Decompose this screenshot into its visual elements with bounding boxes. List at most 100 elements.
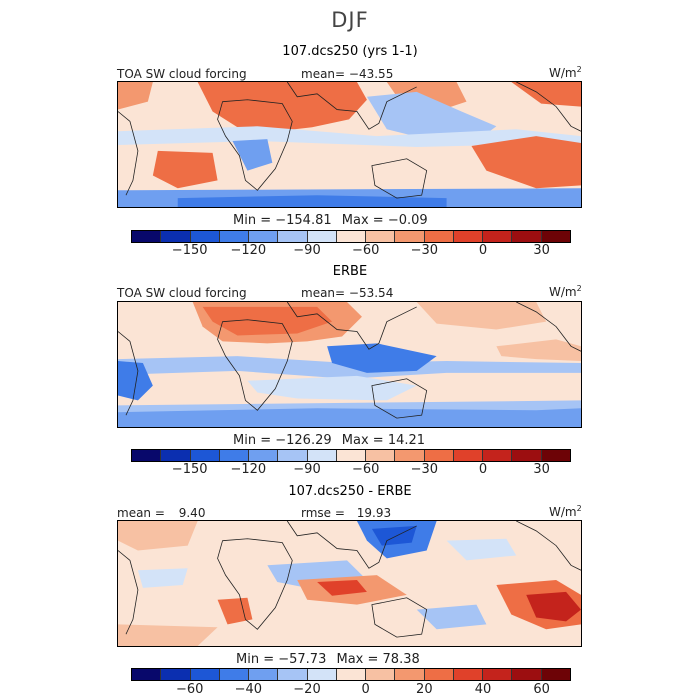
colorbar-tick-label: 0 [361,682,370,697]
panel-1-colorbar [131,230,571,243]
colorbar-segment [365,231,395,242]
colorbar-segment [511,450,541,461]
panel-1-units-exp: 2 [576,65,582,74]
panel-1-mean-label: mean= [301,67,346,81]
p2-coast-australia [371,378,428,419]
p2-coast-africa [217,319,293,411]
colorbar-segment [277,669,307,680]
colorbar-segment [482,450,512,461]
panel-2-mean-value: −53.54 [348,286,394,300]
p1-n-africa [197,82,367,132]
p1-coast-asia [286,82,417,130]
p2-coast-asia [286,302,417,350]
p3-patch-12 [446,538,517,561]
main-title: DJF [331,8,369,32]
p2-warmpool [327,343,437,373]
colorbar-segment [335,450,366,461]
colorbar-tick-label: −150 [171,462,208,477]
p3-patch-3 [371,525,417,546]
p2-n-africa-core [202,306,333,336]
colorbar-segment [160,669,190,680]
panel-3-map [117,520,582,647]
p3-patch-10 [416,604,487,630]
p1-s-atlantic [152,150,218,189]
panel-3-rmse-label: rmse = [301,506,345,520]
colorbar-segment [394,669,424,680]
colorbar-segment [160,231,190,242]
panel-1-minmax: Min = −154.81 Max = −0.09 [233,213,428,228]
panel-1-min-value: −154.81 [275,213,332,228]
colorbar-tick-label: −120 [230,462,267,477]
colorbar-tick-label: −90 [293,243,321,258]
p3-coast-samerica [118,550,139,635]
colorbar-segment [218,450,249,461]
colorbar-tick-label: 60 [533,682,550,697]
p1-coast-africa [217,99,293,191]
colorbar-tick-label: −60 [175,682,204,697]
colorbar-segment [540,231,570,242]
p3-patch-9 [217,597,253,625]
p2-n-pacific [416,302,547,330]
p2-se-pacific [496,339,581,362]
colorbar-segment [218,669,249,680]
panel-1-title: 107.dcs250 (yrs 1-1) [282,44,418,59]
panel-2-colorbar [131,449,571,462]
panel-2-max-label: Max = [341,433,384,448]
p3-patch-13 [118,624,218,646]
colorbar-segment [189,231,219,242]
colorbar-segment [189,450,219,461]
colorbar-segment [540,669,570,680]
colorbar-segment [365,450,395,461]
panel-1-units: W/m2 [549,65,582,80]
panel-3-mean: mean = 9.40 [117,506,205,520]
colorbar-tick-label: 40 [474,682,492,697]
panel-3-minmax: Min = −57.73 Max = 78.38 [236,652,420,667]
colorbar-segment [394,231,424,242]
colorbar-segment [452,231,483,242]
panel-3-units-exp: 2 [576,504,582,513]
p1-coast-australia [371,158,428,199]
colorbar-segment [335,231,366,242]
p2-samerica-blue [118,361,153,401]
colorbar-segment [218,231,249,242]
colorbar-tick-label: −30 [410,243,439,258]
panel-1-field-label: TOA SW cloud forcing [117,67,247,81]
panel-1-max-label: Max = [341,213,384,228]
colorbar-segment [335,669,366,680]
colorbar-segment [306,231,336,242]
panel-2-min-value: −126.29 [275,433,332,448]
panel-3-max-label: Max = [336,652,379,667]
p1-se-pacific [471,136,581,189]
colorbar-tick-label: −40 [234,682,263,697]
panel-1-map [117,81,582,208]
p1-coast-samerica [118,111,139,196]
panel-3-min-label: Min = [236,652,275,667]
p3-coast-asia [286,521,417,569]
colorbar-segment [452,450,483,461]
panel-2-units-text: W/m [549,285,577,299]
colorbar-segment [248,450,278,461]
p1-s-ocean-2 [177,195,447,207]
panel-3-rmse-value: 19.93 [356,506,392,520]
colorbar-tick-label: −20 [293,682,321,697]
colorbar-tick-label: −60 [351,462,380,477]
colorbar-segment [132,669,161,680]
colorbar-segment [132,231,161,242]
colorbar-segment [277,450,307,461]
colorbar-segment [423,450,453,461]
p3-patch-1 [118,521,198,551]
colorbar-segment [306,450,336,461]
panel-1-mean: mean= −43.55 [301,67,393,81]
p1-coast-namerica [516,82,581,132]
colorbar-segment [482,231,512,242]
panel-3-units: W/m2 [549,504,582,519]
p2-s-ocean-2 [118,408,581,427]
colorbar-segment [132,450,161,461]
colorbar-tick-label: −150 [171,243,208,258]
p3-coast-africa [217,538,293,630]
p3-patch-8 [526,591,581,622]
colorbar-segment [248,231,278,242]
p2-coast-namerica [516,302,581,352]
colorbar-tick-label: 0 [478,243,488,258]
colorbar-tick-label: −60 [351,243,380,258]
